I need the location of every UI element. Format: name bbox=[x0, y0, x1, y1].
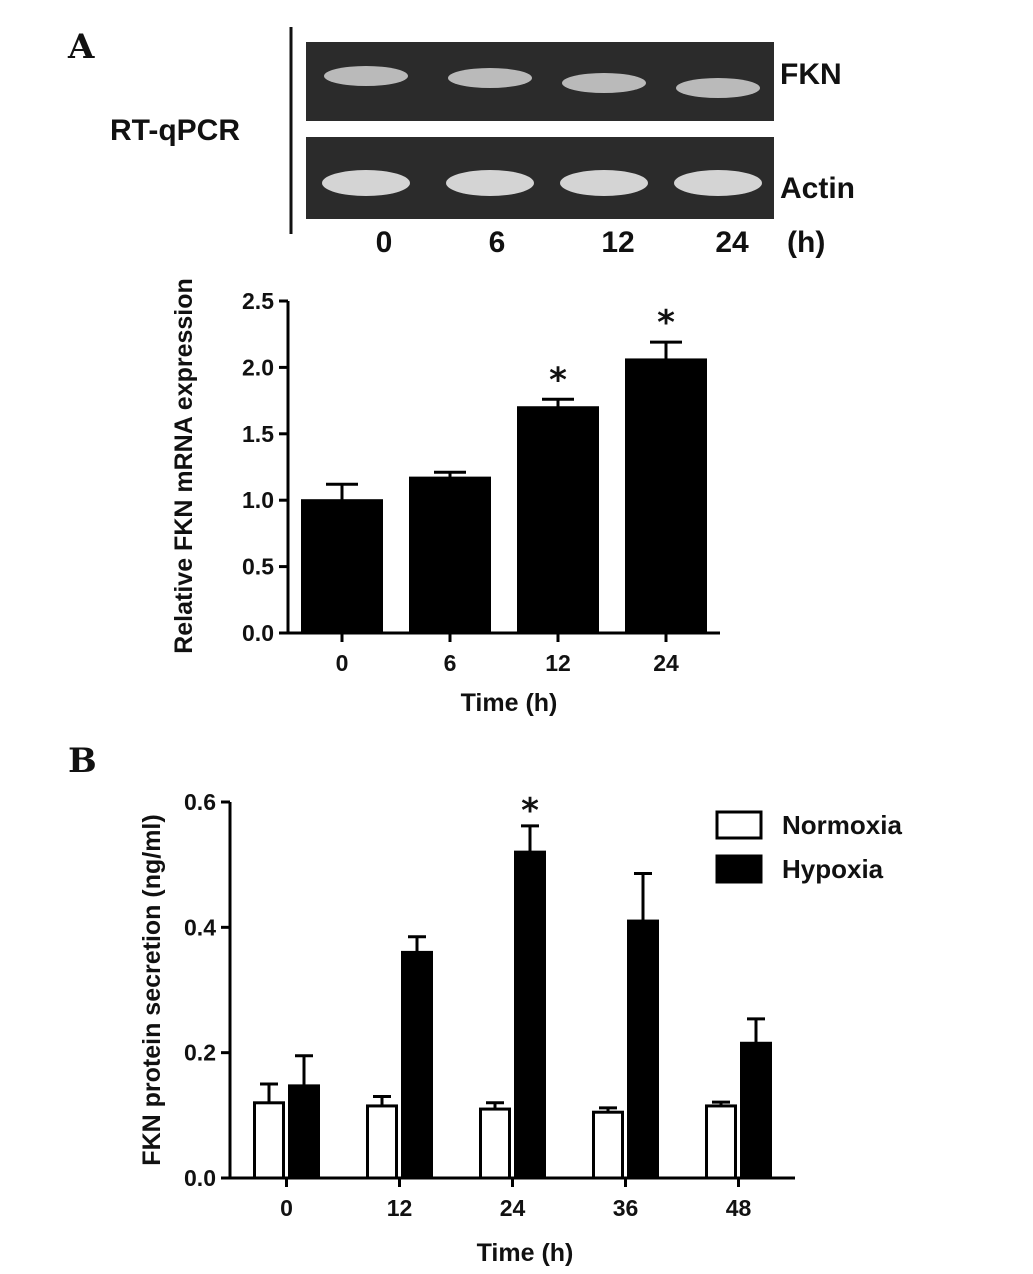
chart-b-bar-hypoxia bbox=[627, 919, 659, 1180]
chart-a-y-tick-label: 0.5 bbox=[242, 554, 274, 580]
chart-b-bar-normoxia bbox=[253, 1101, 285, 1180]
chart-b-y-tick-label: 0.4 bbox=[184, 914, 216, 940]
chart-a-significance-star: * bbox=[549, 360, 567, 400]
chart-a-bar bbox=[301, 499, 383, 635]
gel-band-fkn bbox=[676, 78, 760, 98]
gel-band-actin bbox=[674, 170, 762, 196]
gel-lane-label: 12 bbox=[601, 226, 634, 259]
chart-a-x-tick-label: 6 bbox=[444, 650, 457, 676]
chart-b-y-tick-label: 0.0 bbox=[184, 1165, 216, 1191]
legend-label-hypoxia: Hypoxia bbox=[782, 854, 884, 884]
gel-unit-label: (h) bbox=[787, 226, 825, 259]
gel-band-actin bbox=[446, 170, 534, 196]
chart-a-y-tick-label: 1.0 bbox=[242, 487, 274, 513]
chart-b-x-tick-label: 24 bbox=[500, 1195, 526, 1221]
gel-lane-label: 24 bbox=[715, 226, 749, 259]
gel-band-fkn bbox=[448, 68, 532, 88]
chart-a: Relative FKN mRNA expression Time (h) 0.… bbox=[170, 278, 720, 717]
chart-b-bar-hypoxia bbox=[740, 1041, 772, 1180]
gel-upper-band-label: FKN bbox=[780, 58, 842, 91]
chart-b-xlabel: Time (h) bbox=[477, 1239, 574, 1267]
chart-b-x-tick-label: 0 bbox=[280, 1195, 293, 1221]
gel-lane-label: 6 bbox=[489, 226, 506, 259]
chart-a-x-tick-label: 24 bbox=[653, 650, 679, 676]
chart-b-ylabel: FKN protein secretion (ng/ml) bbox=[138, 814, 166, 1165]
legend-swatch-normoxia bbox=[715, 810, 763, 840]
gel-method-label: RT-qPCR bbox=[110, 114, 240, 147]
gel-band-actin bbox=[560, 170, 648, 196]
chart-b: FKN protein secretion (ng/ml) Time (h) N… bbox=[138, 789, 902, 1267]
chart-a-ylabel: Relative FKN mRNA expression bbox=[170, 278, 198, 654]
panel-b-letter: B bbox=[68, 741, 97, 781]
chart-b-x-tick-label: 12 bbox=[387, 1195, 413, 1221]
chart-b-bar-normoxia bbox=[479, 1107, 511, 1180]
gel-band-fkn bbox=[324, 66, 408, 86]
chart-b-bar-hypoxia bbox=[514, 850, 546, 1180]
gel-band-fkn bbox=[562, 73, 646, 93]
chart-a-y-tick-label: 1.5 bbox=[242, 421, 274, 447]
gel-image: RT-qPCR FKN Actin 0 6 12 24 (h) bbox=[110, 27, 855, 259]
chart-b-bar-normoxia bbox=[592, 1110, 624, 1180]
chart-a-x-tick-label: 12 bbox=[545, 650, 571, 676]
chart-a-significance-star: * bbox=[657, 303, 675, 343]
panel-a-letter: A bbox=[67, 27, 95, 67]
legend-label-normoxia: Normoxia bbox=[782, 810, 902, 840]
chart-b-y-tick-label: 0.2 bbox=[184, 1040, 216, 1066]
chart-b-bar-normoxia bbox=[366, 1104, 398, 1180]
chart-a-bar bbox=[409, 476, 491, 634]
chart-a-x-tick-label: 0 bbox=[336, 650, 349, 676]
chart-a-y-tick-label: 2.5 bbox=[242, 288, 274, 314]
chart-a-bar bbox=[625, 358, 707, 634]
gel-lower-band-label: Actin bbox=[780, 172, 855, 205]
chart-b-y-tick-label: 0.6 bbox=[184, 789, 216, 815]
chart-b-significance-star: * bbox=[521, 791, 539, 831]
chart-b-bar-hypoxia bbox=[401, 950, 433, 1180]
chart-b-x-tick-label: 36 bbox=[613, 1195, 639, 1221]
chart-b-bar-normoxia bbox=[705, 1104, 737, 1180]
gel-band-actin bbox=[322, 170, 410, 196]
legend-swatch-hypoxia bbox=[715, 854, 763, 884]
chart-b-bar-hypoxia bbox=[288, 1084, 320, 1180]
chart-a-y-tick-label: 0.0 bbox=[242, 620, 274, 646]
chart-a-bar bbox=[517, 406, 599, 634]
chart-b-x-tick-label: 48 bbox=[726, 1195, 752, 1221]
chart-a-xlabel: Time (h) bbox=[461, 689, 558, 717]
chart-b-legend: Normoxia Hypoxia bbox=[715, 810, 902, 884]
gel-lane-label: 0 bbox=[376, 226, 393, 259]
chart-a-y-tick-label: 2.0 bbox=[242, 354, 274, 380]
